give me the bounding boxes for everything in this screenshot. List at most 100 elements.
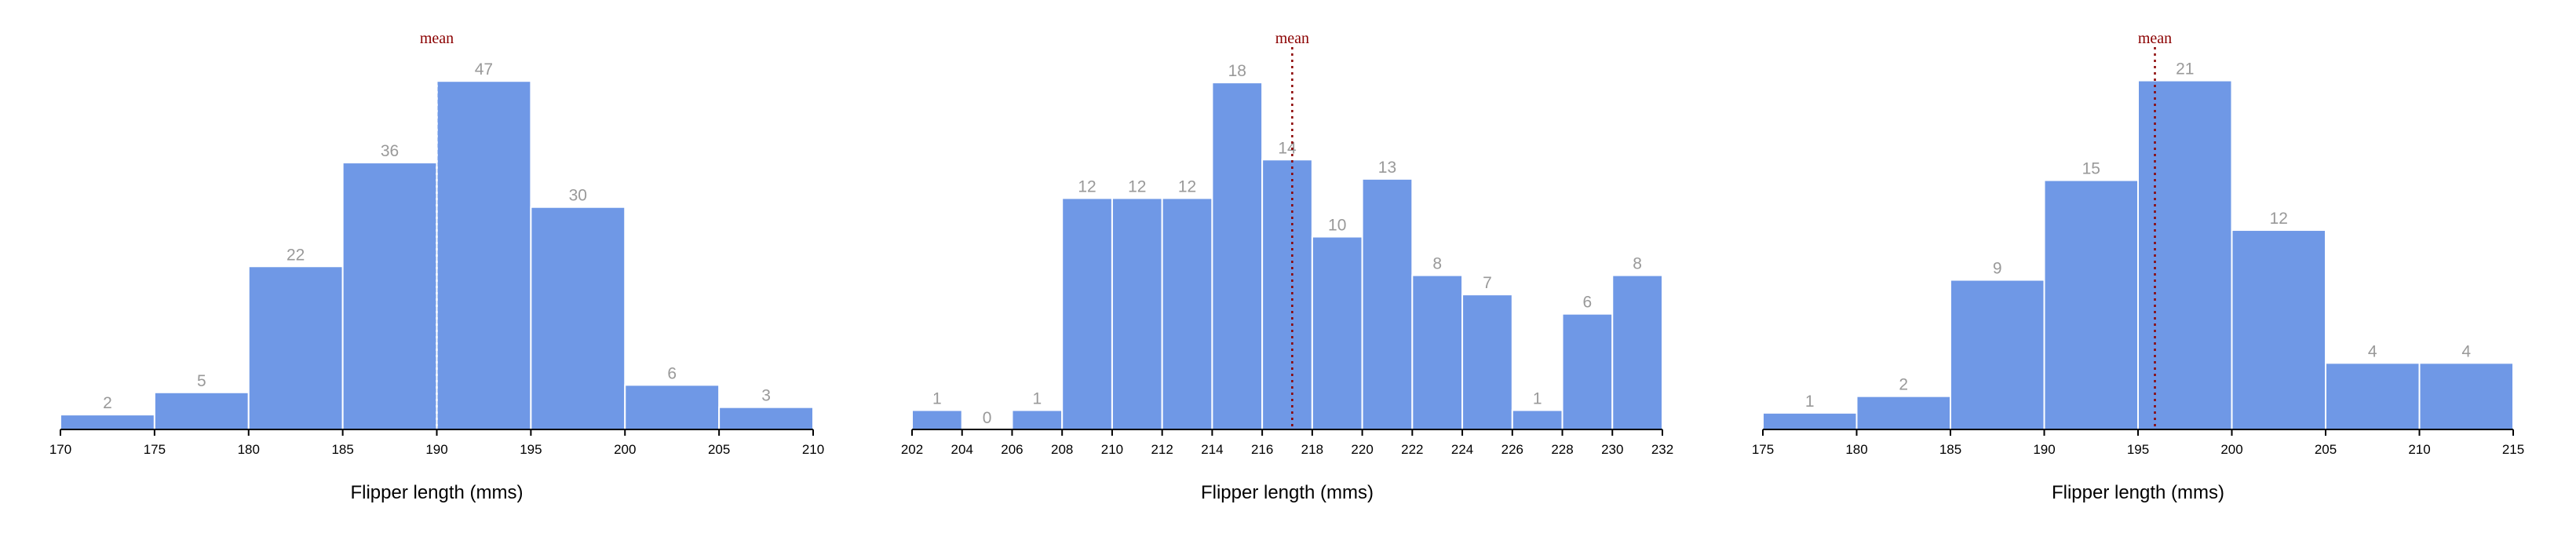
- histogram-1-bar: [60, 414, 155, 430]
- histogram-3-count-label: 9: [1993, 260, 2002, 278]
- histogram-2-bar: [1211, 82, 1264, 430]
- histogram-2-bar: [1561, 312, 1614, 431]
- histogram-1-bar: [153, 391, 250, 430]
- histogram-2-tick-label: 214: [1201, 442, 1223, 457]
- histogram-1-bar: [247, 265, 344, 430]
- histogram-3-tick-label: 200: [2220, 442, 2242, 457]
- histogram-2-count-label: 12: [1078, 177, 1096, 195]
- histogram-3-bar: [2325, 362, 2421, 430]
- histogram-2-tick-label: 228: [1551, 442, 1573, 457]
- histogram-3-tick-label: 190: [2033, 442, 2055, 457]
- histogram-1-bar: [530, 206, 626, 430]
- histogram-1-count-label: 5: [197, 372, 206, 390]
- histogram-1-count-label: 6: [667, 364, 677, 382]
- histogram-2-bar: [1411, 274, 1464, 430]
- histogram-3-tick-label: 205: [2315, 442, 2337, 457]
- histogram-2-tick-label: 212: [1151, 442, 1173, 457]
- histogram-1-bar: [718, 406, 814, 431]
- histogram-1-tick-label: 175: [144, 442, 166, 457]
- histogram-2-count-label: 12: [1128, 177, 1146, 195]
- histogram-2-bar: [1361, 177, 1414, 430]
- histogram-1-tick-label: 200: [614, 442, 636, 457]
- histogram-3-mean-label: mean: [2138, 30, 2172, 47]
- histogram-1-tick-label: 195: [520, 442, 542, 457]
- histogram-1-tick-label: 180: [238, 442, 260, 457]
- histogram-2-tick-label: 218: [1301, 442, 1323, 457]
- histogram-1-tick-label: 210: [802, 442, 824, 457]
- histogram-2-count-label: 7: [1483, 274, 1492, 292]
- histogram-2-tick-label: 220: [1351, 442, 1373, 457]
- histogram-3-count-label: 4: [2461, 342, 2471, 360]
- histogram-3-count-label: 12: [2270, 210, 2288, 228]
- histogram-2-mean-label: mean: [1275, 30, 1309, 47]
- histogram-2-count-label: 14: [1278, 139, 1297, 157]
- histogram-2-tick-label: 226: [1501, 442, 1523, 457]
- histogram-2-tick-label: 208: [1051, 442, 1073, 457]
- histogram-2-bar: [911, 409, 963, 431]
- histogram-2-count-label: 1: [932, 389, 942, 407]
- histogram-3-bar: [2231, 229, 2326, 430]
- histogram-3-tick-label: 195: [2127, 442, 2149, 457]
- histogram-1-count-label: 47: [475, 60, 493, 79]
- histogram-3-tick-label: 180: [1845, 442, 1867, 457]
- histogram-3-count-label: 1: [1805, 393, 1815, 411]
- histogram-2-tick-label: 216: [1251, 442, 1273, 457]
- histogram-3-tick-label: 215: [2502, 442, 2524, 457]
- histogram-1-count-label: 3: [761, 387, 771, 405]
- histogram-2-bar: [1461, 294, 1513, 430]
- histogram-1-count-label: 30: [569, 187, 587, 205]
- histogram-1-bar: [624, 384, 721, 431]
- histogram-2-bar: [1161, 197, 1213, 430]
- histogram-3-bar: [2137, 79, 2233, 431]
- histogram-3-tick-label: 175: [1752, 442, 1774, 457]
- histogram-3-bar: [1855, 395, 1951, 431]
- histogram-2-tick-label: 206: [1001, 442, 1023, 457]
- histogram-2-tick-label: 224: [1451, 442, 1473, 457]
- histogram-2-tick-label: 202: [901, 442, 923, 457]
- histogram-2-count-label: 1: [1533, 389, 1542, 407]
- histogram-1-bar: [436, 80, 532, 430]
- histogram-2-tick-label: 204: [951, 442, 973, 457]
- histogram-2-count-label: 1: [1032, 389, 1042, 407]
- histogram-3-bar: [2418, 362, 2514, 430]
- histogram-2-bar: [1261, 159, 1313, 431]
- histogram-2-x-axis-title: Flipper length (mms): [1201, 482, 1374, 503]
- histogram-2-bar: [1511, 409, 1563, 431]
- histogram-3-count-label: 21: [2176, 60, 2194, 79]
- histogram-2-bar: [1061, 197, 1113, 430]
- histogram-1-bar: [341, 162, 438, 430]
- histogram-1-count-label: 2: [103, 394, 112, 412]
- histogram-2-tick-label: 232: [1651, 442, 1673, 457]
- histogram-2-tick-label: 222: [1401, 442, 1423, 457]
- histogram-2-bar: [1111, 197, 1163, 430]
- histogram-1-x-axis-title: Flipper length (mms): [350, 482, 523, 503]
- histogram-1-tick-label: 190: [425, 442, 447, 457]
- histogram-2-count-label: 13: [1378, 159, 1396, 177]
- histogram-1-count-label: 22: [286, 246, 305, 264]
- histogram-1-count-label: 36: [381, 142, 399, 160]
- histogram-3-bar: [1762, 411, 1858, 430]
- histogram-2-count-label: 0: [983, 409, 992, 427]
- histogram-2-count-label: 18: [1228, 62, 1246, 80]
- histogram-1-mean-label: mean: [420, 30, 454, 47]
- histogram-2-count-label: 10: [1328, 217, 1346, 235]
- histogram-3-count-label: 2: [1899, 376, 1908, 394]
- histogram-3-tick-label: 185: [1939, 442, 1961, 457]
- histogram-2-count-label: 8: [1633, 255, 1642, 273]
- histogram-3-count-label: 4: [2368, 342, 2377, 360]
- histogram-2-count-label: 6: [1583, 294, 1593, 312]
- histogram-2-count-label: 8: [1432, 255, 1442, 273]
- histogram-3-bar: [2043, 179, 2139, 431]
- histogram-1-tick-label: 170: [49, 442, 71, 457]
- histogram-1-tick-label: 205: [708, 442, 730, 457]
- histogram-3-tick-label: 210: [2408, 442, 2430, 457]
- histogram-2-bar: [1011, 409, 1064, 431]
- histogram-2-bar: [1611, 274, 1663, 430]
- histogram-1-tick-label: 185: [331, 442, 353, 457]
- histogram-3-x-axis-title: Flipper length (mms): [2052, 482, 2224, 503]
- histogram-2-tick-label: 210: [1101, 442, 1123, 457]
- histogram-2-count-label: 12: [1178, 177, 1196, 195]
- histogram-3-count-label: 15: [2082, 160, 2100, 178]
- histogram-3-bar: [1950, 279, 2045, 430]
